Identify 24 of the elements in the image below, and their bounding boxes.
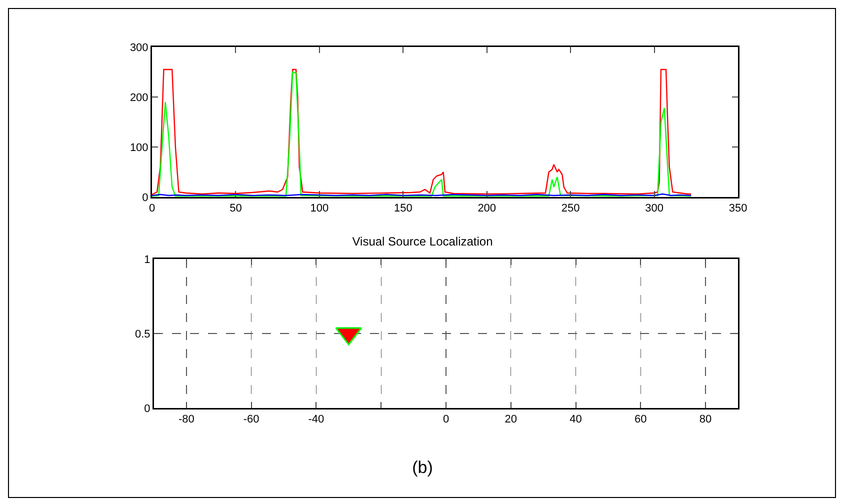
x-tick-label: 300 <box>645 202 664 215</box>
x-tick-label: -80 <box>178 414 194 426</box>
x-tick-label: 350 <box>728 202 748 215</box>
text: (b) <box>411 458 434 478</box>
y-tick-label: 1 <box>144 254 150 266</box>
x-tick-label: 20 <box>504 414 518 426</box>
y-tick-label: 0.5 <box>135 328 150 340</box>
x-tick-label: -40 <box>308 414 324 426</box>
y-tick-label: 0 <box>144 402 150 415</box>
x-tick-label: 250 <box>561 202 580 215</box>
x-tick-label: 0 <box>442 414 450 426</box>
x-tick-label: 80 <box>699 414 712 426</box>
x-tick-label: 40 <box>570 414 582 426</box>
x-tick-label: -60 <box>243 414 260 426</box>
y-tick-label: 200 <box>130 92 148 104</box>
x-tick-label: 100 <box>310 202 329 215</box>
y-tick-label: 300 <box>130 42 148 54</box>
y-tick-label: 100 <box>130 142 148 154</box>
x-tick-label: 50 <box>230 202 242 215</box>
x-tick-label: 60 <box>634 414 647 426</box>
chart-title: Visual Source Localization <box>352 234 493 248</box>
x-tick-label: 200 <box>478 202 496 215</box>
y-tick-label: 0 <box>142 192 148 204</box>
x-tick-label: 150 <box>394 202 412 215</box>
